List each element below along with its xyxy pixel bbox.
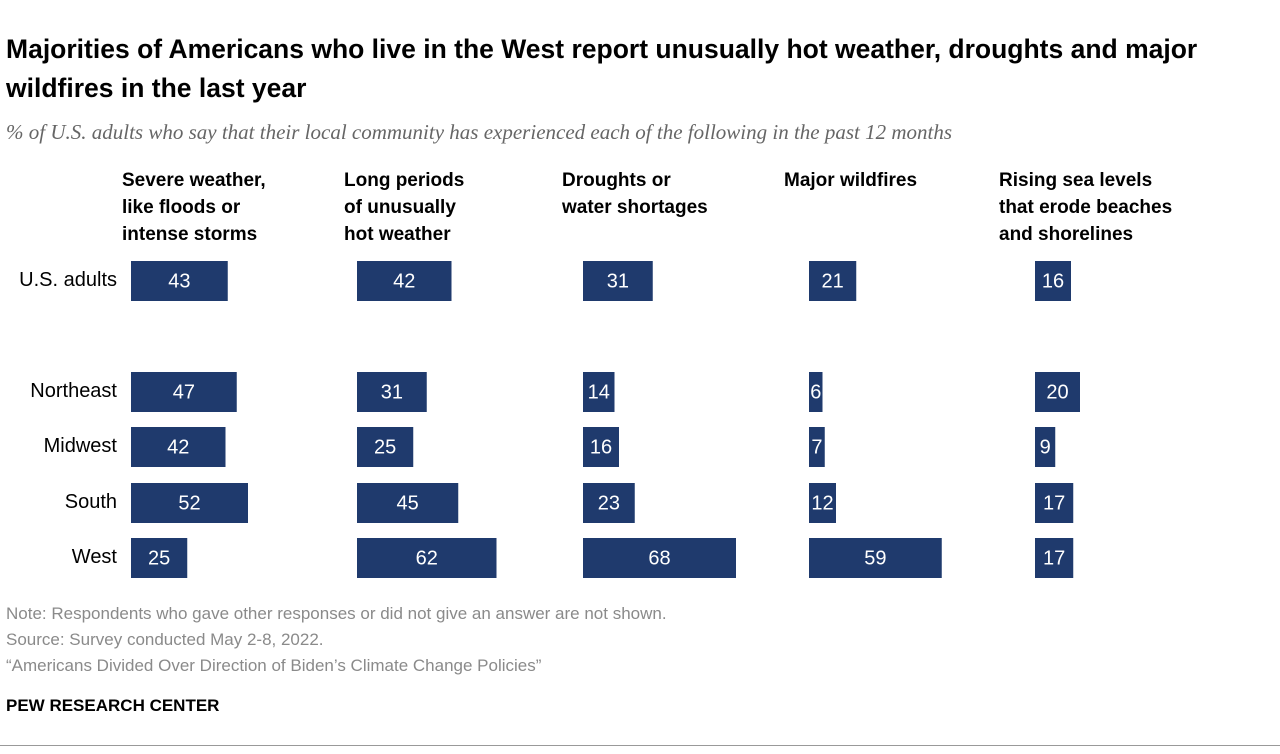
row-label: Midwest — [43, 435, 117, 457]
panel-header: Rising sea levels that erode beaches and… — [999, 170, 1173, 245]
value-label: 17 — [1043, 547, 1065, 569]
panel-header: Major wildfires — [784, 170, 918, 191]
value-label: 16 — [1042, 270, 1064, 292]
bar — [131, 538, 188, 578]
value-label: 16 — [590, 436, 612, 458]
row-label: U.S. adults — [19, 269, 117, 291]
row-label: South — [64, 491, 117, 513]
bar — [131, 261, 228, 301]
panel-header: Severe weather, like floods or intense s… — [122, 170, 266, 245]
value-label: 12 — [811, 492, 833, 514]
bar — [809, 261, 857, 301]
bar — [1035, 483, 1074, 523]
bar — [583, 538, 736, 578]
row-label: Northeast — [30, 380, 117, 402]
value-label: 7 — [811, 436, 822, 458]
panel-header: Long periods of unusually hot weather — [344, 170, 465, 245]
bar — [131, 372, 237, 412]
value-label: 20 — [1046, 381, 1068, 403]
bar — [809, 538, 942, 578]
value-label: 9 — [1040, 436, 1051, 458]
bar — [809, 483, 836, 523]
bar — [1035, 372, 1080, 412]
bar — [131, 483, 248, 523]
value-label: 31 — [381, 381, 403, 403]
bar — [583, 372, 615, 412]
value-label: 45 — [397, 492, 419, 514]
bar — [1035, 538, 1074, 578]
bar — [1035, 261, 1071, 301]
row-label: West — [71, 546, 117, 568]
value-label: 62 — [416, 547, 438, 569]
bar — [583, 427, 619, 467]
report-title: “Americans Divided Over Direction of Bid… — [6, 656, 542, 675]
value-label: 42 — [167, 436, 189, 458]
panel-header: Droughts or water shortages — [562, 170, 708, 218]
value-label: 47 — [173, 381, 195, 403]
bottom-rule — [0, 745, 1280, 746]
source: Source: Survey conducted May 2-8, 2022. — [6, 630, 324, 649]
value-label: 68 — [648, 547, 670, 569]
value-label: 25 — [148, 547, 170, 569]
bar — [1035, 427, 1056, 467]
chart-subtitle: % of U.S. adults who say that their loca… — [6, 120, 953, 144]
value-label: 6 — [810, 381, 821, 403]
value-label: 42 — [393, 270, 415, 292]
value-label: 59 — [864, 547, 886, 569]
value-label: 14 — [588, 381, 610, 403]
value-label: 52 — [178, 492, 200, 514]
bar — [357, 261, 452, 301]
note: Note: Respondents who gave other respons… — [6, 604, 667, 623]
value-label: 17 — [1043, 492, 1065, 514]
value-label: 21 — [822, 270, 844, 292]
bar — [809, 427, 825, 467]
value-label: 31 — [607, 270, 629, 292]
value-label: 43 — [168, 270, 190, 292]
bar — [357, 372, 427, 412]
branding: PEW RESEARCH CENTER — [6, 696, 220, 715]
bar — [583, 261, 653, 301]
value-label: 25 — [374, 436, 396, 458]
bar — [357, 538, 497, 578]
bar — [131, 427, 226, 467]
bar — [357, 483, 459, 523]
bar — [583, 483, 635, 523]
bar — [809, 372, 823, 412]
chart-title: Majorities of Americans who live in the … — [6, 34, 1198, 103]
value-label: 23 — [598, 492, 620, 514]
bar — [357, 427, 414, 467]
